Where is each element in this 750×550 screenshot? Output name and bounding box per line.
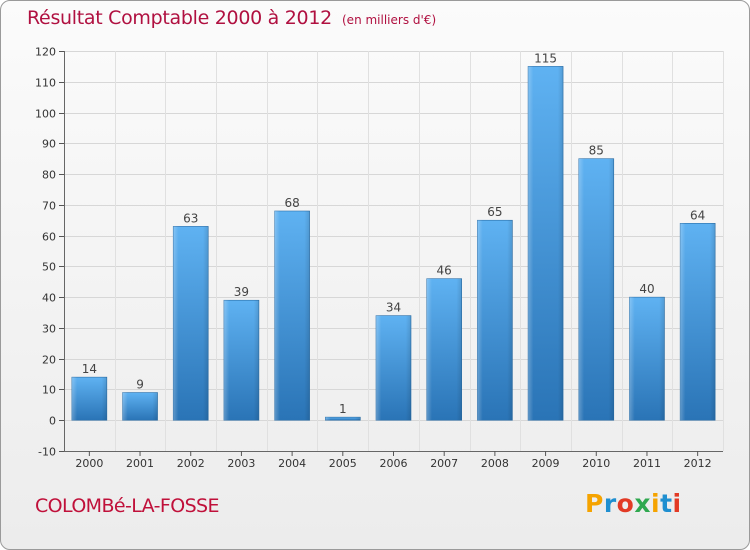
- bar-shade: [325, 417, 361, 421]
- brand-letter: x: [634, 489, 651, 518]
- y-tick-label: 60: [42, 231, 56, 244]
- value-label: 115: [534, 51, 557, 65]
- bar-shade: [122, 392, 158, 421]
- y-tick-label: 100: [35, 108, 56, 121]
- y-tick-label: 50: [42, 261, 56, 274]
- brand-letter: P: [585, 489, 604, 518]
- bar-shade: [426, 278, 462, 421]
- x-tick-label: 2008: [481, 457, 509, 470]
- brand-letter: i: [672, 489, 682, 518]
- x-tick-label: 2009: [532, 457, 560, 470]
- bar-shade: [71, 377, 107, 421]
- value-label: 9: [136, 378, 144, 392]
- value-label: 65: [487, 205, 502, 219]
- bar-shade: [173, 226, 209, 421]
- brand-letter: r: [603, 489, 617, 518]
- y-tick-label: 70: [42, 200, 56, 213]
- value-label: 64: [690, 208, 705, 222]
- proxiti-logo: Proxiti: [585, 489, 682, 518]
- value-label: 68: [284, 196, 299, 210]
- x-tick-label: 2007: [430, 457, 458, 470]
- value-labels: 14 9 63 39 68 1 34 46 65 115 85 40 64: [82, 51, 706, 416]
- y-tick-label: -10: [38, 446, 56, 459]
- x-tick-label: 2012: [684, 457, 712, 470]
- x-tick-label: 2011: [633, 457, 661, 470]
- brand-letter: i: [651, 489, 661, 518]
- y-tick-label: 10: [42, 384, 56, 397]
- bar-shade: [578, 158, 614, 421]
- value-label: 85: [589, 144, 604, 158]
- chart-subtitle: (en milliers d'€): [342, 13, 437, 27]
- x-tick-label: 2000: [75, 457, 103, 470]
- x-tick-label: 2003: [227, 457, 255, 470]
- bar-shade: [274, 211, 310, 421]
- x-tick-label: 2002: [177, 457, 205, 470]
- commune-name: COLOMBé-LA-FOSSE: [35, 495, 220, 517]
- brand-letter: t: [660, 489, 673, 518]
- value-label: 14: [82, 362, 97, 376]
- bar-shade: [528, 66, 564, 421]
- x-tick-label: 2004: [278, 457, 306, 470]
- y-tick-label: 120: [35, 46, 56, 59]
- y-tick-label: 80: [42, 169, 56, 182]
- axes: -10 0 10 20 30 40 50 60 70 80 90 100 110 120 2000 2001 2…: [35, 46, 723, 470]
- y-tick-label: 20: [42, 354, 56, 367]
- x-tick-label: 2006: [380, 457, 408, 470]
- value-label: 63: [183, 211, 198, 225]
- value-label: 46: [437, 264, 452, 278]
- value-label: 39: [234, 285, 249, 299]
- bars: [71, 66, 716, 421]
- bar-shade: [477, 220, 513, 421]
- y-tick-label: 90: [42, 138, 56, 151]
- bar-shade: [223, 300, 259, 421]
- y-tick-label: 40: [42, 292, 56, 305]
- brand-letter: o: [616, 489, 635, 518]
- bar-shade: [376, 315, 411, 421]
- y-tick-label: 30: [42, 323, 56, 336]
- bar-shade: [680, 223, 716, 421]
- x-tick-label: 2010: [582, 457, 610, 470]
- x-tick-label: 2005: [329, 457, 357, 470]
- x-tick-label: 2001: [126, 457, 154, 470]
- value-label: 34: [386, 301, 401, 315]
- value-label: 1: [339, 402, 347, 416]
- y-tick-label: 0: [49, 415, 56, 428]
- y-tick-label: 110: [35, 77, 56, 90]
- value-label: 40: [639, 282, 654, 296]
- chart-title: Résultat Comptable 2000 à 2012: [27, 7, 332, 29]
- bar-shade: [629, 297, 665, 421]
